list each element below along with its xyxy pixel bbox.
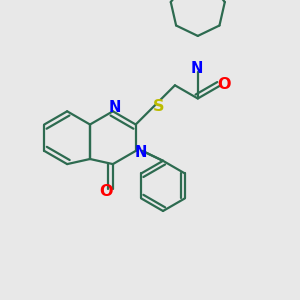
Text: N: N [135, 145, 147, 160]
Text: O: O [100, 184, 113, 199]
Text: N: N [191, 61, 203, 76]
Text: S: S [153, 99, 164, 114]
Text: O: O [218, 77, 231, 92]
Text: N: N [109, 100, 121, 115]
